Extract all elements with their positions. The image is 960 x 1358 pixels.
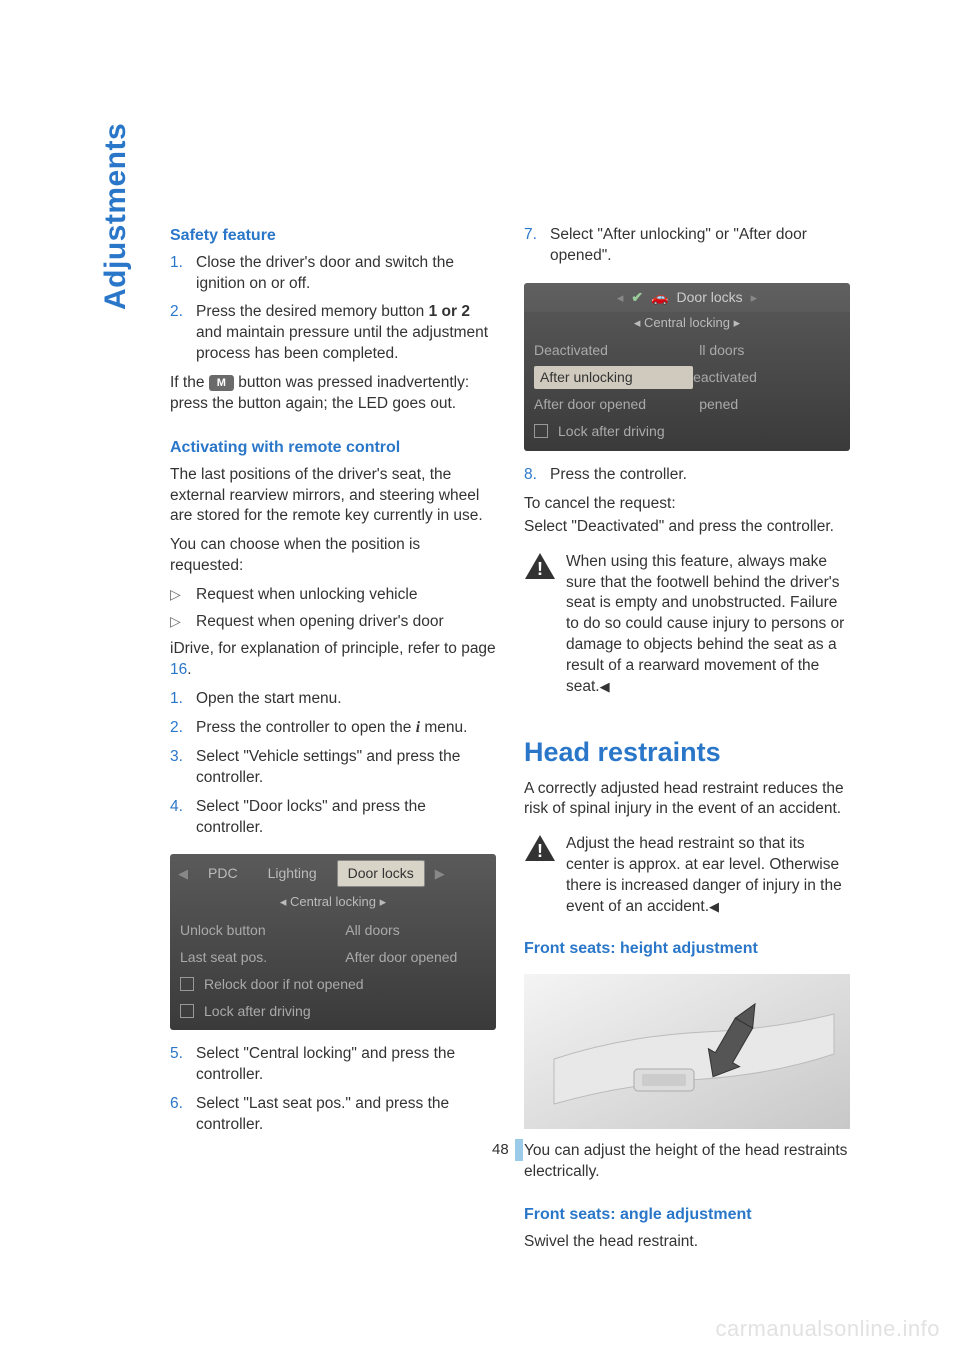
list-item: Request when opening driver's door: [170, 612, 496, 633]
heading-front-height: Front seats: height adjustment: [524, 938, 850, 960]
safety-steps: 1. Close the driver's door and switch th…: [170, 253, 496, 374]
list-item: 1. Close the driver's door and switch th…: [170, 253, 496, 295]
idrive-screenshot-1: ◀ PDC Lighting Door locks ▶ ◂ Central lo…: [170, 854, 496, 1030]
tab-pdc: PDC: [198, 861, 248, 886]
chevron-left-icon: ◂: [617, 289, 624, 307]
heading-activating: Activating with remote control: [170, 437, 496, 459]
step-number: 2.: [170, 302, 196, 365]
page-bar-icon: [515, 1139, 523, 1161]
list-item: 4.Select "Door locks" and press the cont…: [170, 797, 496, 839]
end-marker-icon: ◀: [600, 678, 610, 696]
car-icon: 🚗: [651, 288, 668, 307]
chevron-right-icon: ▸: [751, 289, 758, 307]
right-column: 7.Select "After unlocking" or "After doo…: [524, 225, 850, 1261]
list-item: 2. Press the desired memory button 1 or …: [170, 302, 496, 365]
list-item: 1.Open the start menu.: [170, 689, 496, 710]
list-item: 7.Select "After unlocking" or "After doo…: [524, 225, 850, 267]
screenshot-subtitle: ◂ Central locking ▸: [170, 891, 496, 917]
warning-text: When using this feature, always make sur…: [566, 552, 850, 698]
list-item: 8.Press the controller.: [524, 465, 850, 486]
tab-lighting: Lighting: [258, 861, 327, 886]
side-tab-label: Adjustments: [96, 123, 137, 310]
checkbox-icon: [180, 1004, 194, 1018]
page-number: 48: [492, 1139, 523, 1161]
idrive-steps-right: 7.Select "After unlocking" or "After doo…: [524, 225, 850, 275]
idrive-steps: 1.Open the start menu. 2.Press the contr…: [170, 689, 496, 847]
paragraph: The last positions of the driver's seat,…: [170, 465, 496, 528]
paragraph: Select "Deactivated" and press the contr…: [524, 517, 850, 538]
tab-door-locks: Door locks: [337, 860, 425, 887]
m-button-icon: M: [209, 375, 234, 391]
check-icon: ✔: [631, 288, 643, 307]
watermark: carmanualsonline.info: [715, 1314, 940, 1344]
screenshot-subtitle: ◂ Central locking ▸: [524, 312, 850, 338]
chevron-left-icon: ◀: [178, 865, 188, 883]
warning-icon: !: [524, 834, 556, 862]
paragraph: If the M button was pressed inadvertentl…: [170, 373, 496, 415]
left-column: Safety feature 1. Close the driver's doo…: [170, 225, 496, 1261]
paragraph: A correctly adjusted head restraint redu…: [524, 779, 850, 821]
svg-text:!: !: [537, 559, 543, 579]
idrive-steps-right-2: 8.Press the controller.: [524, 465, 850, 494]
list-item: Request when unlocking vehicle: [170, 585, 496, 606]
step-text: Close the driver's door and switch the i…: [196, 253, 496, 295]
list-item: 3.Select "Vehicle settings" and press th…: [170, 747, 496, 789]
warning-icon: !: [524, 552, 556, 580]
end-marker-icon: ◀: [709, 898, 719, 916]
idrive-screenshot-2: ◂ ✔ 🚗 Door locks ▸ ◂ Central locking ▸ D…: [524, 283, 850, 451]
warning-text: Adjust the head restraint so that its ce…: [566, 834, 850, 918]
checkbox-icon: [180, 977, 194, 991]
heading-head-restraints: Head restraints: [524, 734, 850, 770]
paragraph: You can adjust the height of the head re…: [524, 1141, 850, 1183]
list-item: 2.Press the controller to open the i men…: [170, 718, 496, 739]
paragraph: To cancel the request:: [524, 494, 850, 515]
chevron-right-icon: ▶: [435, 865, 445, 883]
checkbox-icon: [534, 424, 548, 438]
paragraph: You can choose when the position is requ…: [170, 535, 496, 577]
step-number: 1.: [170, 253, 196, 295]
seat-adjustment-image: [524, 974, 850, 1129]
warning-block: ! When using this feature, always make s…: [524, 552, 850, 698]
list-item: 5.Select "Central locking" and press the…: [170, 1044, 496, 1086]
page-content: Safety feature 1. Close the driver's doo…: [170, 225, 850, 1261]
heading-front-angle: Front seats: angle adjustment: [524, 1204, 850, 1226]
heading-safety-feature: Safety feature: [170, 225, 496, 247]
paragraph: Swivel the head restraint.: [524, 1232, 850, 1253]
bullet-list: Request when unlocking vehicle Request w…: [170, 585, 496, 639]
paragraph: iDrive, for explanation of principle, re…: [170, 639, 496, 681]
list-item: 6.Select "Last seat pos." and press the …: [170, 1094, 496, 1136]
warning-block: ! Adjust the head restraint so that its …: [524, 834, 850, 918]
svg-text:!: !: [537, 841, 543, 861]
step-text: Press the desired memory button 1 or 2 a…: [196, 302, 496, 365]
idrive-steps-cont: 5.Select "Central locking" and press the…: [170, 1044, 496, 1144]
page-link: 16: [170, 661, 187, 678]
